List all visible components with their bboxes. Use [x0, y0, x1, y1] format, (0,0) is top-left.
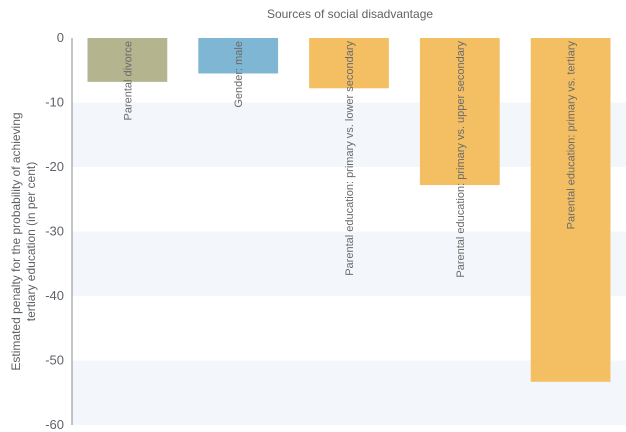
bar [309, 38, 389, 89]
bar [198, 38, 279, 74]
y-tick-label: -50 [45, 353, 64, 368]
bar-label: Parental divorce [122, 41, 134, 121]
y-tick-label: -60 [45, 417, 64, 432]
y-tick-label: -10 [45, 95, 64, 110]
y-tick-label: -30 [45, 224, 64, 239]
y-tick-label: -40 [45, 288, 64, 303]
bar-label-group: Parental divorce Gender: male Parental edu… [122, 41, 577, 278]
y-tick-labels: 0 -10 -20 -30 -40 -50 -60 [45, 30, 64, 432]
bar-label: Parental education: primary vs. tertiary [566, 41, 578, 230]
bar-label: Parental education: primary vs. lower se… [344, 41, 356, 276]
y-tick-label: -20 [45, 159, 64, 174]
y-axis-title-line-1: Estimated penalty for the probability of… [9, 112, 23, 370]
y-axis-title-line-2: tertiary education (in per cent) [24, 162, 38, 321]
chart-title: Sources of social disadvantage [267, 7, 433, 21]
bar [530, 38, 611, 382]
bar [419, 38, 500, 186]
y-tick-label: 0 [57, 30, 64, 45]
bar [87, 38, 168, 82]
bar-label: Parental education: primary vs. upper se… [455, 41, 467, 278]
bar-label: Gender: male [233, 41, 245, 108]
bar-group [87, 38, 611, 382]
